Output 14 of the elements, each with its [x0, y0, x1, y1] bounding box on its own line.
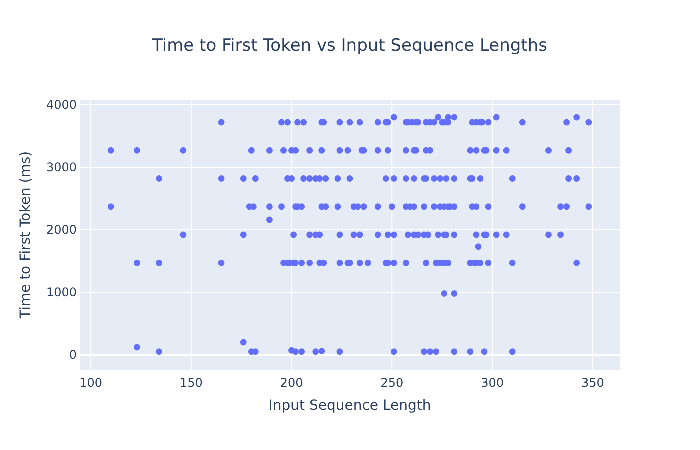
chart-title: Time to First Token vs Input Sequence Lengths — [152, 36, 548, 56]
x-tick-label: 350 — [581, 376, 604, 390]
x-axis-title: Input Sequence Length — [268, 398, 432, 414]
y-tick-label: 0 — [69, 348, 77, 362]
x-tick-label: 150 — [180, 376, 203, 390]
y-axis-title: Time to First Token (ms) — [18, 151, 34, 320]
y-tick-label: 2000 — [46, 223, 77, 237]
x-tick-label: 250 — [380, 376, 404, 390]
x-tick-label: 100 — [80, 376, 102, 390]
y-tick-label: 4000 — [46, 98, 77, 112]
x-tick-label: 300 — [481, 376, 504, 390]
x-tick-label: 200 — [280, 376, 304, 390]
y-tick-label: 3000 — [46, 160, 77, 174]
y-tick-label: 1000 — [46, 286, 77, 300]
